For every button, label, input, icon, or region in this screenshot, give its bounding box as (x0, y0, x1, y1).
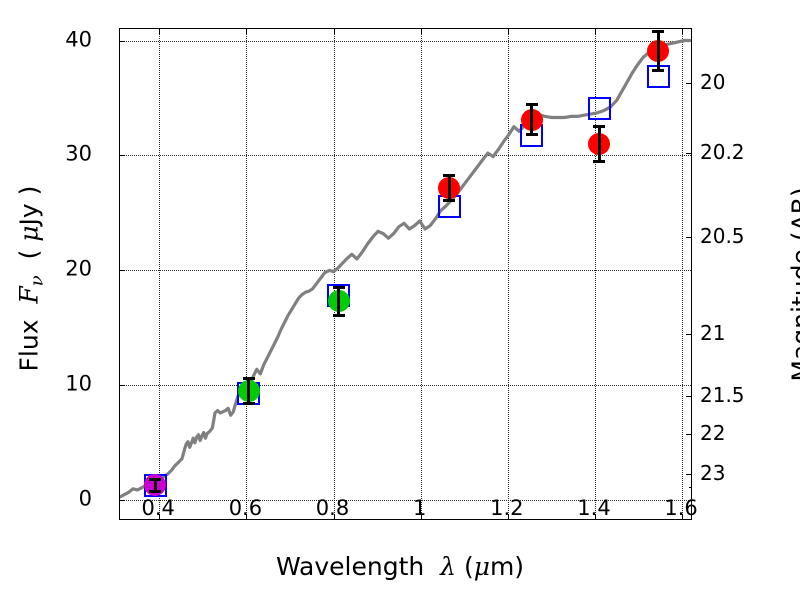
errorbar-cap-front-4-upper (525, 103, 538, 107)
magnitude-tick-label-21: 21 (700, 320, 726, 345)
magnitude-tick-label-22: 22 (700, 420, 726, 445)
y-tick-0 (119, 500, 125, 502)
errorbar-line-front-3 (447, 175, 451, 201)
y-tick-40 (119, 40, 125, 42)
x-tick-0.4 (159, 514, 161, 520)
y-tick-label-20: 20 (65, 256, 92, 281)
x-tick-1 (420, 514, 422, 520)
model-spectrum-curve (120, 38, 691, 499)
magnitude-minor-tick-0 (688, 486, 692, 488)
magnitude-tick-label-23: 23 (700, 460, 726, 485)
plot-area (119, 28, 692, 520)
x-tick-0.4-top (159, 28, 161, 34)
gridline-horizontal-20 (120, 270, 691, 272)
magnitude-tick-20.2 (686, 153, 692, 155)
errorbar-cap-front-5-upper (593, 125, 606, 129)
gridline-vertical-1.2 (507, 29, 509, 519)
errorbar-line-front-4 (530, 104, 534, 135)
x-tick-1.2-top (507, 28, 509, 34)
magnitude-tick-21.5 (686, 395, 692, 397)
x-tick-label-1.2: 1.2 (490, 496, 524, 520)
model-photometry-square-5 (587, 96, 611, 120)
errorbar-line-front-2 (337, 287, 341, 316)
gridline-vertical-0.8 (333, 29, 335, 519)
x-tick-0.6 (246, 514, 248, 520)
y-tick-label-0: 0 (78, 486, 92, 511)
y-tick-label-10: 10 (65, 371, 92, 396)
magnitude-tick-label-20.5: 20.5 (700, 224, 745, 249)
x-tick-1.2 (507, 514, 509, 520)
y-tick-label-30: 30 (65, 141, 92, 166)
x-tick-label-1.4: 1.4 (577, 496, 611, 520)
y-tick-label-40: 40 (65, 27, 92, 51)
gridline-vertical-1 (420, 29, 422, 519)
errorbar-line-front-5 (597, 126, 601, 162)
x-tick-label-0.4: 0.4 (141, 496, 175, 520)
errorbar-cap-front-5-lower (593, 159, 606, 163)
magnitude-tick-label-20: 20 (700, 70, 726, 94)
gridline-vertical-0.6 (246, 29, 248, 519)
errorbar-cap-front-0-upper (149, 478, 162, 482)
errorbar-cap-front-2-lower (332, 313, 345, 317)
magnitude-tick-20 (686, 83, 692, 84)
y-axis-right-label: Magnitude (AB) (786, 187, 800, 382)
errorbar-cap-front-3-lower (443, 198, 455, 202)
gridline-horizontal-10 (120, 385, 691, 387)
errorbar-cap-front-3-upper (443, 173, 455, 177)
gridline-vertical-1.6 (682, 29, 684, 519)
x-tick-1.4 (595, 514, 596, 520)
magnitude-tick-21 (686, 333, 692, 335)
gridline-vertical-1.4 (595, 29, 596, 519)
y-tick-30 (119, 155, 125, 157)
gridline-horizontal-40 (120, 40, 691, 42)
y-tick-10 (119, 385, 125, 387)
magnitude-tick-20.5 (686, 237, 692, 239)
gridline-horizontal-0 (120, 500, 691, 502)
errorbar-cap-front-6-lower (652, 68, 665, 72)
x-tick-label-0.8: 0.8 (315, 496, 350, 520)
gridline-horizontal-30 (120, 155, 691, 157)
x-tick-1.4-top (595, 28, 596, 34)
magnitude-tick-label-21.5: 21.5 (700, 382, 745, 407)
x-tick-1-top (420, 28, 422, 34)
magnitude-tick-23 (686, 473, 692, 475)
plot-clip (120, 29, 691, 519)
gridline-vertical-0.4 (159, 29, 161, 519)
x-tick-label-1: 1 (413, 496, 427, 520)
errorbar-line-front-1 (247, 378, 250, 404)
errorbar-cap-front-1-lower (242, 402, 255, 406)
x-tick-1.6 (682, 514, 684, 520)
magnitude-tick-22 (686, 433, 692, 435)
x-tick-0.8 (333, 514, 335, 520)
x-tick-1.6-top (682, 28, 684, 34)
x-tick-0.8-top (333, 28, 335, 34)
x-tick-0.6-top (246, 28, 248, 34)
x-tick-label-0.6: 0.6 (228, 496, 263, 520)
errorbar-cap-front-6-upper (652, 29, 665, 33)
errorbar-line-front-0 (153, 479, 157, 492)
y-tick-20 (119, 270, 125, 272)
errorbar-line-front-6 (656, 31, 660, 71)
errorbar-cap-front-2-upper (332, 286, 345, 290)
x-axis-label: Wavelength λ (μm) (275, 552, 525, 581)
x-tick-label-1.6: 1.6 (664, 496, 698, 520)
errorbar-cap-front-0-lower (149, 489, 162, 493)
magnitude-tick-label-20.2: 20.2 (700, 140, 745, 165)
errorbar-cap-front-4-lower (525, 133, 538, 137)
errorbar-cap-front-1-upper (242, 377, 255, 380)
y-axis-label: Flux Fν ( μJy ) (14, 185, 48, 372)
